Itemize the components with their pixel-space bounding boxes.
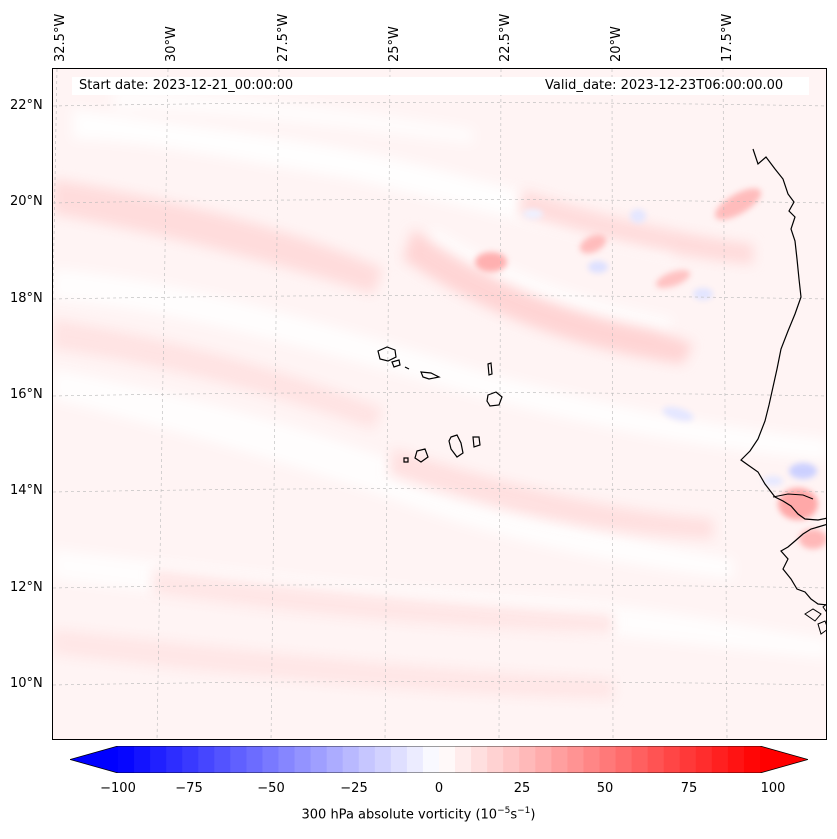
colorbar-cell	[262, 746, 279, 773]
colorbar-cell	[599, 746, 617, 773]
colorbar-tick-neg25: −25	[340, 781, 368, 796]
colorbar-cell	[278, 746, 296, 773]
bijagos-islands	[804, 603, 826, 635]
colorbar-extend-low	[70, 746, 118, 773]
colorbar-cell	[663, 746, 681, 773]
colorbar-cell	[214, 746, 231, 773]
colorbar-cell	[439, 746, 456, 773]
colorbar-cell	[727, 746, 745, 773]
lon-label-20w: 20°W	[609, 26, 624, 62]
gridlines	[53, 69, 826, 739]
colorbar-cell	[711, 746, 729, 773]
colorbar-cells	[70, 746, 808, 773]
colorbar-cell	[487, 746, 504, 773]
colorbar-cell	[374, 746, 392, 773]
lat-label-22n: 22°N	[10, 98, 43, 113]
colorbar-tick-50: 50	[596, 781, 614, 796]
colorbar-extend-high	[760, 746, 808, 773]
vorticity-extrema	[475, 188, 826, 549]
colorbar-cell	[679, 746, 697, 773]
colorbar-cell	[182, 746, 199, 773]
colorbar-tick-100: 100	[760, 781, 786, 796]
colorbar-cell	[198, 746, 215, 773]
colorbar-cell	[647, 746, 665, 773]
island-maio	[472, 436, 481, 448]
colorbar-cell	[118, 746, 135, 773]
lat-label-20n: 20°N	[10, 194, 43, 209]
colorbar-cell	[471, 746, 488, 773]
africa-coastline	[740, 148, 826, 606]
cape-verde-islands	[377, 346, 503, 463]
colorbar-cell	[567, 746, 584, 773]
colorbar-cell	[166, 746, 183, 773]
gambia-outline	[772, 493, 814, 500]
valid-date-label: Valid_date: 2023-12-23T06:00:00.00	[545, 78, 784, 93]
colorbar-tick-neg50: −50	[257, 781, 285, 796]
island-fogo	[414, 448, 429, 463]
vorticity-min-south	[789, 463, 817, 479]
vorticity-max-north	[475, 252, 507, 272]
lon-label-17-5w: 17.5°W	[720, 13, 735, 62]
island-boa-vista	[486, 391, 503, 407]
lat-label-12n: 12°N	[10, 580, 43, 595]
colorbar-cell	[134, 746, 151, 773]
colorbar-tick-neg100: −100	[100, 781, 136, 796]
colorbar-cell	[390, 746, 408, 773]
island-sao-vicente	[391, 359, 401, 368]
start-date-label: Start date: 2023-12-21_00:00:00	[79, 78, 294, 93]
lat-label-16n: 16°N	[10, 387, 43, 402]
island-santiago	[448, 434, 464, 458]
colorbar-cell	[326, 746, 344, 773]
map-canvas	[53, 69, 826, 739]
colorbar-cell	[150, 746, 167, 773]
colorbar-cell	[406, 746, 424, 773]
lon-label-22-5w: 22.5°W	[498, 13, 513, 62]
vorticity-max-south	[778, 488, 818, 520]
colorbar-tick-neg75: −75	[175, 781, 203, 796]
colorbar-cell	[695, 746, 713, 773]
colorbar-cell	[615, 746, 633, 773]
colorbar-cell	[503, 746, 520, 773]
lat-label-14n: 14°N	[10, 483, 43, 498]
colorbar-cell	[294, 746, 312, 773]
colorbar-cell	[631, 746, 649, 773]
colorbar-cell	[246, 746, 263, 773]
lat-label-18n: 18°N	[10, 291, 43, 306]
colorbar-cell	[535, 746, 552, 773]
colorbar-cell	[342, 746, 360, 773]
colorbar-cell	[519, 746, 536, 773]
colorbar-cell	[583, 746, 600, 773]
island-brava	[403, 457, 409, 463]
lon-label-30w: 30°W	[164, 26, 179, 62]
colorbar-cell	[230, 746, 247, 773]
island-sal	[487, 362, 493, 376]
colorbar-tick-75: 75	[680, 781, 698, 796]
colorbar	[70, 746, 808, 773]
colorbar-cell	[310, 746, 328, 773]
lon-label-32-5w: 32.5°W	[53, 13, 68, 62]
colorbar-label: 300 hPa absolute vorticity (10−5s−1)	[301, 806, 536, 823]
colorbar-tick-25: 25	[513, 781, 531, 796]
island-santa-luzia	[404, 366, 410, 370]
colorbar-cell	[743, 746, 761, 773]
colorbar-tick-0: 0	[434, 781, 444, 796]
island-santo-antao	[377, 346, 397, 362]
colorbar-cell	[455, 746, 472, 773]
lon-label-27-5w: 27.5°W	[276, 13, 291, 62]
vorticity-map	[52, 68, 827, 740]
vorticity-min-north	[588, 261, 608, 273]
lat-label-10n: 10°N	[10, 676, 43, 691]
header-band	[72, 77, 809, 95]
lon-label-25w: 25°W	[387, 26, 402, 62]
colorbar-cell	[422, 746, 440, 773]
island-sao-nicolau	[420, 371, 441, 380]
colorbar-cell	[551, 746, 568, 773]
colorbar-cell	[358, 746, 376, 773]
